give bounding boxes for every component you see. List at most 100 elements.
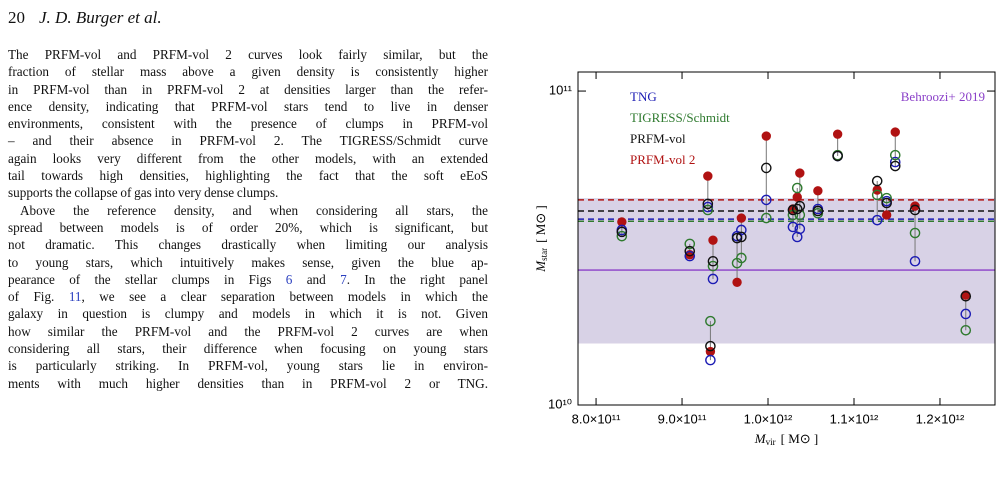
x-tick-label: 9.0×10¹¹ bbox=[658, 411, 707, 426]
text-line: Above the reference density, and when co… bbox=[20, 202, 488, 218]
data-point bbox=[832, 129, 843, 139]
label-unit: [ M⊙ ] bbox=[781, 431, 819, 446]
text-line: The PRFM-vol and PRFM-vol 2 curves look … bbox=[8, 47, 488, 62]
data-point bbox=[736, 252, 747, 264]
data-point bbox=[707, 260, 719, 272]
label-symbol: M bbox=[533, 260, 548, 273]
text-span: pearance of the stellar clumps in Figs bbox=[8, 271, 286, 287]
data-point bbox=[702, 204, 714, 216]
data-point bbox=[871, 175, 883, 187]
data-point bbox=[787, 221, 799, 233]
band-label: Behroozi+ 2019 bbox=[901, 89, 985, 104]
x-tick-label: 1.1×10¹² bbox=[830, 411, 879, 426]
header: 20 J. D. Burger et al. bbox=[8, 8, 162, 28]
data-point bbox=[760, 212, 772, 224]
data-point bbox=[889, 149, 901, 161]
data-point bbox=[736, 224, 747, 236]
page-number: 20 bbox=[8, 8, 25, 27]
data-point bbox=[736, 231, 747, 243]
data-point bbox=[707, 255, 719, 267]
data-point bbox=[702, 201, 714, 213]
x-label: Mvir [ M⊙ ] bbox=[754, 431, 818, 447]
data-point bbox=[707, 273, 719, 285]
figure-link[interactable]: 11 bbox=[68, 289, 82, 305]
text-line: ence density, indicating that PRFM-vol s… bbox=[8, 98, 488, 114]
plot-frame bbox=[577, 71, 996, 406]
data-point bbox=[684, 245, 696, 257]
text-line: supports the collapse of gas into very d… bbox=[8, 185, 279, 201]
data-point bbox=[910, 201, 920, 211]
text-line: in PRFM-vol than in PRFM-vol 2 at densit… bbox=[8, 81, 488, 97]
text-line: how similar the PRFM-vol and the PRFM-vo… bbox=[8, 323, 488, 339]
figure-link[interactable]: 7 bbox=[340, 271, 347, 287]
label-subscript: vir bbox=[766, 437, 776, 447]
data-point bbox=[684, 238, 696, 250]
label-unit: [ M⊙ ] bbox=[533, 205, 548, 243]
text-line: pearance of the stellar clumps in Figs 6… bbox=[8, 271, 488, 288]
data-point bbox=[761, 131, 771, 141]
data-point bbox=[705, 315, 716, 327]
text-line: ments with much higher densities than in… bbox=[8, 375, 488, 391]
range-band bbox=[578, 198, 995, 344]
x-tick-label: 1.0×10¹² bbox=[744, 411, 793, 426]
data-point bbox=[731, 232, 743, 244]
data-point bbox=[832, 150, 843, 162]
text-line: of Fig. 11, we see a clear separation be… bbox=[8, 288, 488, 305]
data-point bbox=[813, 186, 823, 196]
data-point bbox=[794, 223, 806, 235]
body-text: The PRFM-vol and PRFM-vol 2 curves look … bbox=[8, 46, 488, 392]
data-point bbox=[871, 189, 883, 201]
data-point bbox=[616, 230, 628, 242]
legend-entry: PRFM-vol bbox=[630, 131, 686, 146]
data-point bbox=[616, 226, 628, 238]
data-point bbox=[960, 324, 972, 336]
label-subscript: star bbox=[539, 248, 549, 261]
label-symbol: M bbox=[754, 431, 767, 446]
data-point bbox=[889, 160, 901, 172]
data-point bbox=[960, 290, 972, 302]
text-span: of Fig. bbox=[8, 289, 69, 305]
data-point bbox=[881, 197, 892, 209]
data-point bbox=[760, 194, 772, 206]
data-point bbox=[705, 346, 716, 357]
chart: 8.0×10¹¹ 9.0×10¹¹ 1.0×10¹² 1.1×10¹² 1.2×10¹²… bbox=[533, 71, 996, 447]
text-line: tail towards high densities, highlightin… bbox=[8, 168, 488, 184]
data-point bbox=[708, 235, 718, 245]
text-line: fraction of stellar mass above a given d… bbox=[8, 64, 488, 80]
data-point bbox=[881, 210, 892, 220]
data-point bbox=[889, 156, 901, 168]
y-label: Mstar [ M⊙ ] bbox=[533, 205, 549, 272]
text-span: , we see a clear separation between mode… bbox=[81, 289, 488, 305]
data-point bbox=[705, 340, 716, 352]
data-point bbox=[795, 168, 805, 178]
y-tick-label: 10¹¹ bbox=[549, 82, 573, 97]
data-point bbox=[909, 204, 921, 216]
text-line: not dramatic. This changes drastically w… bbox=[8, 237, 488, 253]
legend-entry: PRFM-vol 2 bbox=[630, 152, 695, 167]
y-tick-label: 10¹⁰ bbox=[548, 396, 572, 411]
data-point bbox=[736, 213, 747, 223]
data-point bbox=[909, 227, 921, 239]
data-point bbox=[760, 162, 772, 174]
figure-link[interactable]: 6 bbox=[285, 271, 293, 287]
data-point bbox=[890, 127, 900, 137]
data-point bbox=[791, 203, 803, 215]
data-point bbox=[684, 250, 696, 262]
data-point bbox=[705, 354, 716, 366]
running-authors: J. D. Burger et al. bbox=[39, 8, 162, 27]
data-point bbox=[792, 192, 802, 202]
paragraph: Above the reference density, and when co… bbox=[8, 202, 488, 392]
data-point bbox=[881, 192, 892, 204]
data-point bbox=[812, 205, 824, 217]
text-line: galaxy in question is clumpy and models … bbox=[8, 306, 488, 322]
text-line: spread between models is of order 20%, w… bbox=[8, 219, 488, 235]
data-point bbox=[871, 214, 883, 226]
text-line: to young stars, which intuitively makes … bbox=[8, 254, 488, 270]
x-tick-label: 8.0×10¹¹ bbox=[572, 411, 621, 426]
legend-entry: TIGRESS/Schmidt bbox=[630, 110, 730, 125]
text-line: – and their absence in PRFM-vol 2. The T… bbox=[8, 133, 488, 149]
paragraph: The PRFM-vol and PRFM-vol 2 curves look … bbox=[8, 46, 488, 202]
text-span: and bbox=[292, 271, 341, 287]
text-line: environments, consistent with the presen… bbox=[8, 116, 488, 132]
